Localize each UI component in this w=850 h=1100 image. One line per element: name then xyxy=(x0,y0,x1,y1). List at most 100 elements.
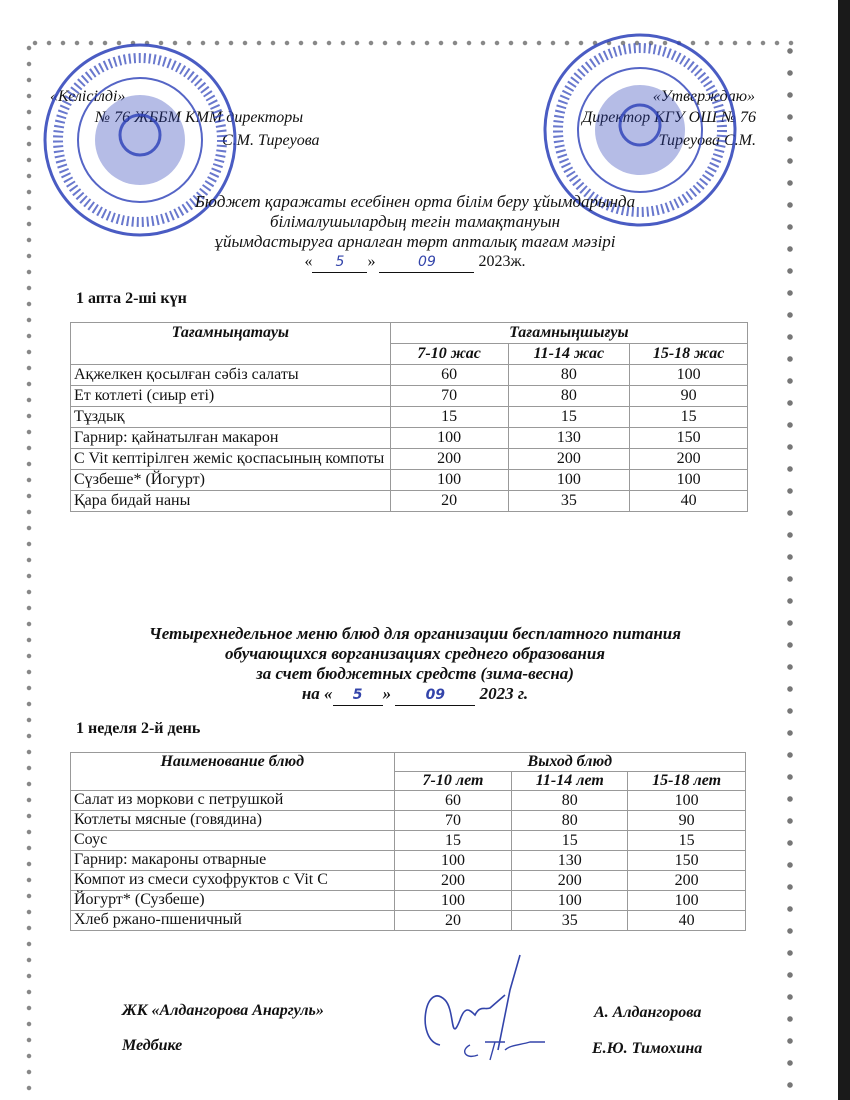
portion-value: 100 xyxy=(393,850,513,871)
portion-value: 40 xyxy=(629,490,748,512)
col-header-name: Наименование блюд xyxy=(70,752,395,791)
table-row: Сүзбеше* (Йогурт) 100 100 100 xyxy=(70,469,748,491)
portion-value: 40 xyxy=(627,910,746,931)
portion-value: 15 xyxy=(389,406,509,428)
nurse-label: Медбике xyxy=(122,1037,183,1054)
kz-title-line: білімалушылардың тегін тамақтануын xyxy=(269,212,561,231)
portion-value: 80 xyxy=(507,385,631,407)
portion-value: 70 xyxy=(389,385,509,407)
kz-date-month: 09 xyxy=(379,252,475,273)
ru-date: на «5» 09 2023 г. xyxy=(70,684,760,706)
table-row: Йогурт* (Сузбеше) 100 100 100 xyxy=(70,890,746,911)
portion-value: 20 xyxy=(389,490,509,512)
kz-day-label: 1 апта 2-ші күн xyxy=(76,290,187,307)
portion-value: 100 xyxy=(627,890,746,911)
ru-title-line: обучающихся ворганизациях среднего образ… xyxy=(224,644,606,663)
col-header-age: 15-18 лет xyxy=(627,771,746,791)
kz-date-year: 2023ж. xyxy=(478,253,526,270)
dish-name: Қара бидай наны xyxy=(70,490,391,512)
dish-name: Соус xyxy=(70,830,395,851)
table-row: С Vit кептірілген жеміс қоспасының компо… xyxy=(70,448,748,470)
portion-value: 200 xyxy=(507,448,631,470)
table-row: Хлеб ржано-пшеничный 20 35 40 xyxy=(70,910,746,931)
portion-value: 80 xyxy=(511,790,629,811)
dish-name: Йогурт* (Сузбеше) xyxy=(70,890,395,911)
nurse-name: Е.Ю. Тимохина xyxy=(592,1040,703,1057)
right-name: Тиреуова С.М. xyxy=(658,132,756,149)
portion-value: 60 xyxy=(389,364,509,386)
dish-name: Ет котлеті (сиыр еті) xyxy=(70,385,391,407)
ru-date-month: 09 xyxy=(395,685,476,706)
portion-value: 35 xyxy=(507,490,631,512)
portion-value: 100 xyxy=(389,469,509,491)
kz-menu-table: Тағамныңатауы Тағамныңшығуы 7-10 жас 11-14 … xyxy=(70,322,749,512)
table-row: Гарнир: макароны отварные 100 130 150 xyxy=(70,850,746,871)
portion-value: 15 xyxy=(393,830,513,851)
kz-title-line: ұйымдастыруға арналған төрт апталық таға… xyxy=(214,232,616,251)
official-stamp-right xyxy=(543,33,737,227)
ru-day-label: 1 неделя 2-й день xyxy=(76,720,201,737)
portion-value: 20 xyxy=(393,910,513,931)
portion-value: 100 xyxy=(511,890,629,911)
ru-title: Четырехнедельное меню блюд для организац… xyxy=(70,624,760,706)
left-name: С.М. Тиреуова xyxy=(222,132,320,149)
portion-value: 200 xyxy=(629,448,748,470)
perforation-right xyxy=(786,40,794,1100)
table-row: Ақжелкен қосылған сәбіз салаты 60 80 100 xyxy=(70,364,748,386)
col-header-group: Выход блюд xyxy=(393,752,747,772)
portion-value: 100 xyxy=(629,469,748,491)
portion-value: 200 xyxy=(389,448,509,470)
table-row: Соус 15 15 15 xyxy=(70,830,746,851)
portion-value: 100 xyxy=(627,790,746,811)
portion-value: 130 xyxy=(511,850,629,871)
supplier-label: ЖК «Алдангорова Анаргуль» xyxy=(122,1002,324,1019)
ru-title-line: за счет бюджетных средств (зима-весна) xyxy=(256,664,574,683)
perforation-left xyxy=(26,40,32,1100)
portion-value: 150 xyxy=(627,850,746,871)
handwritten-signature xyxy=(424,954,545,1061)
portion-value: 80 xyxy=(507,364,631,386)
portion-value: 15 xyxy=(507,406,631,428)
kz-date: «5» 09 2023ж. xyxy=(70,252,760,273)
portion-value: 100 xyxy=(393,890,513,911)
scan-edge xyxy=(838,0,850,1100)
portion-value: 70 xyxy=(393,810,513,831)
col-header-age: 7-10 лет xyxy=(393,771,513,791)
col-header-age: 15-18 жас xyxy=(629,343,748,365)
dish-name: Гарнир: қайнатылған макарон xyxy=(70,427,391,449)
table-row: Қара бидай наны 20 35 40 xyxy=(70,490,748,512)
portion-value: 60 xyxy=(393,790,513,811)
portion-value: 35 xyxy=(511,910,629,931)
ru-date-year: 2023 г. xyxy=(479,684,529,703)
dish-name: Хлеб ржано-пшеничный xyxy=(70,910,395,931)
portion-value: 15 xyxy=(629,406,748,428)
portion-value: 200 xyxy=(511,870,629,891)
table-row: Котлеты мясные (говядина) 70 80 90 xyxy=(70,810,746,831)
portion-value: 90 xyxy=(629,385,748,407)
official-stamp-left xyxy=(43,43,237,237)
supplier-name: А. Алдангорова xyxy=(594,1004,702,1021)
portion-value: 200 xyxy=(393,870,513,891)
table-row: Компот из смеси сухофруктов с Vit C 200 20… xyxy=(70,870,746,891)
portion-value: 15 xyxy=(511,830,629,851)
table-row: Ет котлеті (сиыр еті) 70 80 90 xyxy=(70,385,748,407)
dish-name: Салат из моркови с петрушкой xyxy=(70,790,395,811)
ru-menu-table: Наименование блюд Выход блюд 7-10 лет 11-14… xyxy=(70,752,747,931)
dish-name: С Vit кептірілген жеміс қоспасының компо… xyxy=(70,448,391,470)
portion-value: 15 xyxy=(627,830,746,851)
col-header-age: 7-10 жас xyxy=(389,343,509,365)
portion-value: 80 xyxy=(511,810,629,831)
dish-name: Котлеты мясные (говядина) xyxy=(70,810,395,831)
portion-value: 150 xyxy=(629,427,748,449)
portion-value: 100 xyxy=(507,469,631,491)
portion-value: 100 xyxy=(629,364,748,386)
ru-title-line: Четырехнедельное меню блюд для организац… xyxy=(149,624,681,643)
ru-date-day: 5 xyxy=(332,685,383,706)
portion-value: 130 xyxy=(507,427,631,449)
table-row: Тұздық 15 15 15 xyxy=(70,406,748,428)
dish-name: Сүзбеше* (Йогурт) xyxy=(70,469,391,491)
col-header-age: 11-14 лет xyxy=(511,771,629,791)
left-position: № 76 ЖББМ КММ директоры xyxy=(95,109,304,126)
kz-date-day: 5 xyxy=(312,252,368,273)
portion-value: 200 xyxy=(627,870,746,891)
